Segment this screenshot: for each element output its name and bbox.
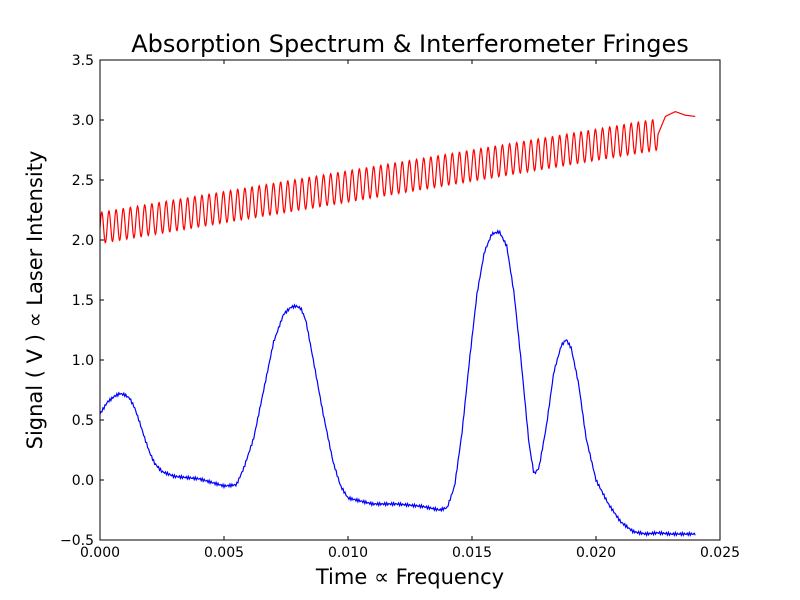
fringe-series-line [99, 111, 696, 244]
x-axis-label: Time ∝ Frequency [315, 565, 504, 589]
absorption-series-line [99, 229, 696, 538]
x-tick-label: 0.020 [576, 545, 616, 561]
x-tick-label: 0.025 [700, 545, 740, 561]
x-tick-label: 0.000 [80, 545, 120, 561]
y-tick-label: 2.5 [72, 173, 94, 189]
x-tick-label: 0.010 [328, 545, 368, 561]
y-tick-label: 1.5 [72, 293, 94, 309]
y-axis-label: Signal ( V ) ∝ Laser Intensity [23, 151, 47, 450]
chart-title: Absorption Spectrum & Interferometer Fri… [131, 30, 689, 58]
plot-frame [99, 59, 721, 541]
x-tick-label: 0.005 [204, 545, 244, 561]
x-tick-label: 0.015 [452, 545, 492, 561]
plot-lines [99, 111, 696, 538]
y-tick-label: 0.0 [72, 473, 94, 489]
y-tick-label: 0.5 [72, 413, 94, 429]
y-tick-label: 1.0 [72, 353, 94, 369]
axis-ticks: 0.000 0.005 0.010 0.015 0.020 0.025 −0.5 0.0 0.5… [60, 53, 740, 561]
y-tick-label: −0.5 [60, 533, 94, 549]
y-tick-label: 2.0 [72, 233, 94, 249]
y-tick-label: 3.0 [72, 113, 94, 129]
y-tick-label: 3.5 [72, 53, 94, 69]
